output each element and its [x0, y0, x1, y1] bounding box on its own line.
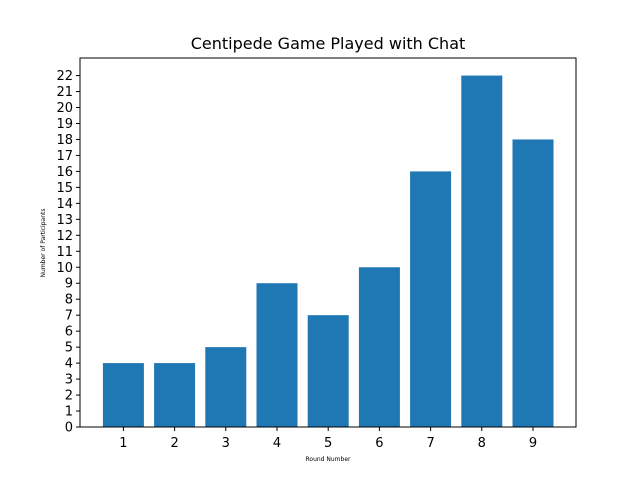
y-tick-label: 13: [56, 213, 73, 228]
y-tick-label: 20: [56, 101, 73, 116]
y-tick-label: 12: [56, 229, 73, 244]
y-tick-label: 22: [56, 69, 73, 84]
y-tick-label: 10: [56, 261, 73, 276]
y-tick-label: 16: [56, 165, 73, 180]
y-tick-label: 18: [56, 133, 73, 148]
x-tick-label: 8: [478, 436, 486, 451]
x-tick-label: 2: [170, 436, 178, 451]
y-tick-label: 21: [56, 85, 73, 100]
bars-group: [102, 75, 554, 428]
x-tick-label: 3: [222, 436, 230, 451]
chart-title: Centipede Game Played with Chat: [191, 34, 466, 53]
bar-round-7: [410, 171, 452, 427]
bar-round-6: [358, 267, 400, 427]
y-tick-label: 2: [65, 389, 73, 404]
y-tick-label: 11: [56, 245, 73, 260]
y-tick-label: 15: [56, 181, 73, 196]
y-tick-label: 7: [65, 309, 73, 324]
bar-round-2: [154, 363, 196, 427]
x-tick-label: 5: [324, 436, 332, 451]
bar-round-1: [102, 363, 144, 427]
y-tick-label: 14: [56, 197, 73, 212]
x-axis: 1 2 3 4 5 6 7 8 9: [119, 427, 537, 451]
y-tick-label: 0: [65, 421, 73, 436]
y-tick-label: 6: [65, 325, 73, 340]
bar-round-5: [307, 315, 349, 427]
x-tick-label: 7: [426, 436, 434, 451]
y-tick-label: 17: [56, 149, 73, 164]
x-tick-label: 1: [119, 436, 127, 451]
x-tick-label: 4: [273, 436, 281, 451]
x-tick-label: 6: [375, 436, 383, 451]
y-tick-label: 8: [65, 293, 73, 308]
y-tick-label: 4: [65, 357, 73, 372]
bar-round-8: [461, 75, 503, 428]
y-tick-label: 19: [56, 117, 73, 132]
y-tick-label: 3: [65, 373, 73, 388]
x-axis-label: Round Number: [306, 456, 352, 463]
bar-round-9: [512, 139, 554, 427]
bar-round-3: [205, 347, 247, 427]
y-axis-label: Number of Participants: [40, 209, 47, 278]
y-tick-label: 9: [65, 277, 73, 292]
x-tick-label: 9: [529, 436, 537, 451]
bar-round-4: [256, 283, 298, 427]
y-tick-label: 1: [65, 405, 73, 420]
y-tick-label: 5: [65, 341, 73, 356]
